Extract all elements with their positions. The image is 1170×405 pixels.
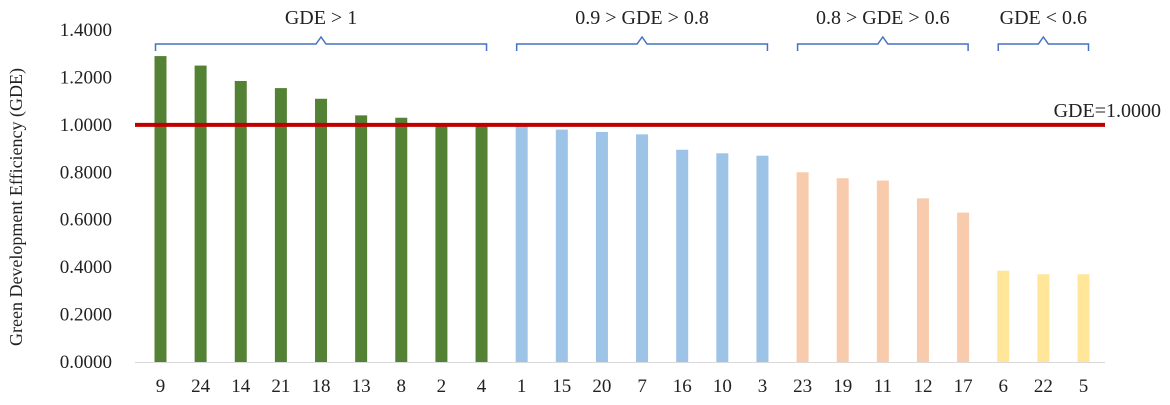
x-tick-label: 13 (352, 376, 371, 397)
x-tick-label: 18 (312, 376, 331, 397)
bar-3 (756, 155, 769, 362)
bar-6 (997, 270, 1010, 362)
y-axis-title: Green Development Efficiency (GDE) (6, 68, 27, 346)
x-tick-label: 21 (271, 376, 290, 397)
bar-8 (395, 117, 408, 362)
x-tick-label: 22 (1034, 376, 1053, 397)
bar-7 (636, 134, 649, 362)
group-bracket (515, 35, 769, 51)
x-tick-label: 23 (793, 376, 812, 397)
x-tick-label: 14 (231, 376, 251, 397)
bar-23 (796, 172, 809, 362)
group-label: 0.9 > GDE > 0.8 (575, 7, 709, 29)
x-tick-label: 19 (833, 376, 852, 397)
y-tick-label: 1.2000 (60, 67, 112, 88)
bar-24 (194, 65, 207, 363)
group-brackets: GDE > 1 0.9 > GDE > 0.8 0.8 > GDE > 0.6 GDE… (154, 7, 1090, 51)
bar-20 (595, 131, 608, 362)
x-tick-label: 15 (552, 376, 571, 397)
y-tick-label: 0.0000 (60, 352, 112, 373)
y-tick-label: 0.6000 (60, 210, 112, 231)
bar-15 (555, 129, 568, 362)
x-tick-label: 6 (998, 376, 1008, 397)
y-tick-label: 1.0000 (60, 115, 112, 136)
bar-9 (154, 56, 167, 362)
y-tick-label: 0.8000 (60, 162, 112, 183)
group-label: GDE > 1 (285, 7, 357, 29)
bar-14 (234, 80, 247, 362)
bar-5 (1077, 274, 1090, 362)
group-label: GDE < 0.6 (1000, 7, 1087, 29)
y-tick-label: 0.4000 (60, 257, 112, 278)
x-tick-label: 7 (637, 376, 647, 397)
y-tick-label: 0.2000 (60, 305, 112, 326)
group-bracket (796, 35, 969, 51)
bar-16 (676, 149, 689, 362)
bar-4 (475, 123, 488, 363)
bar-2 (435, 123, 448, 363)
x-tick-label: 1 (517, 376, 527, 397)
group-bracket (997, 35, 1090, 51)
x-tick-label: 16 (673, 376, 692, 397)
bars (154, 56, 1090, 363)
bar-22 (1037, 274, 1050, 362)
x-tick-label: 10 (713, 376, 732, 397)
x-tick-label: 24 (191, 376, 211, 397)
x-tick-label: 4 (477, 376, 487, 397)
x-tick-label: 9 (156, 376, 166, 397)
reference-line-label: GDE=1.0000 (1054, 100, 1161, 122)
bar-18 (315, 98, 328, 363)
bar-11 (876, 180, 889, 362)
x-tick-label: 8 (397, 376, 407, 397)
bar-10 (716, 153, 729, 362)
x-tick-label: 20 (592, 376, 611, 397)
y-tick-labels: 0.0000 0.2000 0.4000 0.6000 0.8000 1.0000 1.20… (60, 20, 112, 373)
x-tick-label: 17 (954, 376, 973, 397)
bar-17 (957, 212, 970, 362)
group-bracket (154, 35, 488, 51)
bar-13 (355, 115, 368, 362)
x-tick-label: 12 (913, 376, 932, 397)
x-tick-labels: 9 24 14 21 18 13 8 2 4 1 15 20 7 16 10 3 23 19 11 12 17 6 22 5 (156, 376, 1089, 397)
bar-1 (515, 126, 528, 363)
x-tick-label: 2 (437, 376, 447, 397)
group-label: 0.8 > GDE > 0.6 (816, 7, 950, 29)
bar-12 (916, 198, 929, 362)
y-tick-label: 1.4000 (60, 20, 112, 41)
bar-19 (836, 178, 849, 362)
x-tick-label: 5 (1079, 376, 1089, 397)
x-tick-label: 3 (758, 376, 768, 397)
x-tick-label: 11 (874, 376, 892, 397)
bar-21 (274, 88, 287, 362)
